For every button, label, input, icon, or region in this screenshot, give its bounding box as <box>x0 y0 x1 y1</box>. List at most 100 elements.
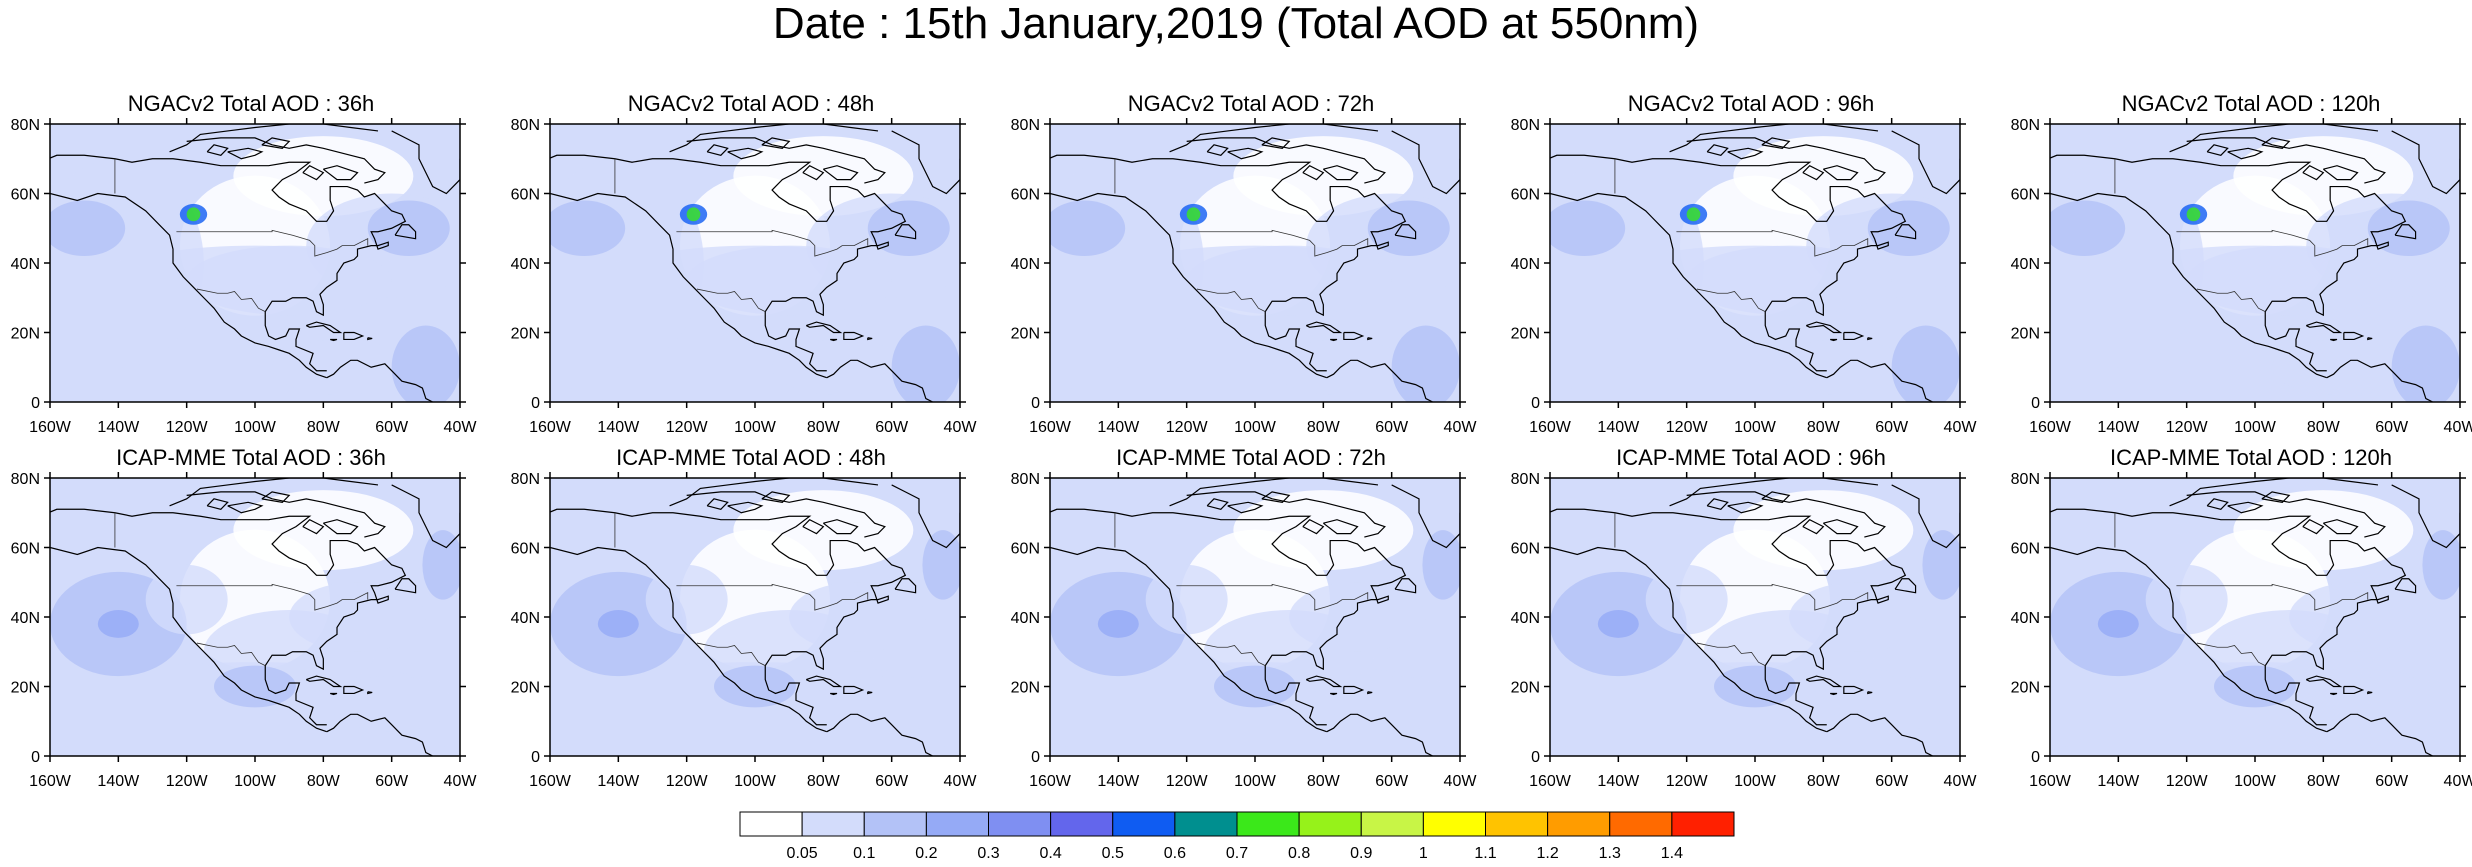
coastline <box>891 484 960 549</box>
aod-blob <box>1367 200 1450 257</box>
x-tick-label: 80W <box>1807 419 1841 436</box>
map-panel: NGACv2 Total AOD : 36h 160W 140W 120W 100W 80… <box>8 92 488 442</box>
coastline <box>2305 675 2343 688</box>
aod-blob <box>2186 207 2201 222</box>
x-tick-label: 140W <box>1097 773 1140 790</box>
x-tick-label: 160W <box>2029 773 2072 790</box>
coastline <box>1305 321 1343 334</box>
colorbar-label: 0.1 <box>853 845 875 862</box>
coastline <box>391 484 460 549</box>
coastline <box>2343 331 2365 341</box>
aod-blob <box>50 200 126 257</box>
coastline <box>2186 491 2386 538</box>
aod-blob <box>2214 665 2296 708</box>
colorbar-box <box>1174 811 1238 837</box>
coastline <box>1891 484 1960 549</box>
coastline <box>50 192 327 379</box>
x-tick-label: 80W <box>807 773 841 790</box>
coastline <box>1186 491 1386 538</box>
x-tick-label: 40W <box>1444 773 1478 790</box>
panel-title: ICAP-MME Total AOD : 48h <box>616 445 886 470</box>
coastline <box>261 137 291 149</box>
aod-blob <box>1097 610 1139 638</box>
coastline <box>1343 685 1365 695</box>
political-border <box>2176 229 2369 257</box>
aod-blob <box>391 325 460 402</box>
coastline <box>302 164 325 181</box>
x-tick-label: 100W <box>2234 773 2277 790</box>
coastline <box>1822 519 1859 535</box>
coastline <box>1227 147 1264 160</box>
aod-blob <box>2050 200 2126 257</box>
aod-blob <box>186 207 201 222</box>
x-tick-label: 140W <box>97 773 140 790</box>
y-tick-label: 40N <box>11 256 40 273</box>
coastline <box>1261 491 1291 503</box>
coastline <box>2322 519 2359 535</box>
x-tick-label: 140W <box>1597 773 1640 790</box>
coastline <box>326 359 433 402</box>
coastline <box>1050 546 1327 733</box>
colorbar-box <box>925 811 989 837</box>
coastline <box>1302 164 1325 181</box>
coastline <box>1706 144 1729 156</box>
coastline <box>1706 498 1729 510</box>
aod-blob <box>1922 530 1960 600</box>
coastline <box>2050 508 2407 726</box>
coastline <box>343 685 365 695</box>
coastline <box>1169 124 1379 153</box>
panel-title: ICAP-MME Total AOD : 36h <box>116 445 386 470</box>
coastline <box>1805 675 1843 688</box>
y-tick-label: 40N <box>1511 610 1540 627</box>
colorbar-box <box>1547 811 1611 837</box>
coastline <box>1050 192 1327 379</box>
coastline <box>2302 164 2325 181</box>
y-tick-label: 40N <box>1011 610 1040 627</box>
coastline <box>305 321 343 334</box>
aod-blob <box>367 200 450 257</box>
y-tick-label: 20N <box>511 680 540 697</box>
aod-blob <box>330 676 454 732</box>
coastline <box>2206 498 2229 510</box>
coastline <box>1550 508 1907 726</box>
y-tick-label: 0 <box>31 395 40 412</box>
coastline <box>2050 154 2407 372</box>
coastline <box>1329 692 1338 696</box>
map-panel: ICAP-MME Total AOD : 96h 160W 140W 120W 100W… <box>1508 446 1988 796</box>
x-tick-label: 60W <box>1375 419 1409 436</box>
aod-blob <box>1686 207 1701 222</box>
y-tick-label: 40N <box>2011 256 2040 273</box>
colorbar-box <box>1298 811 1362 837</box>
coastline <box>2227 147 2264 160</box>
coastline <box>1343 331 1365 341</box>
coastline <box>1326 713 1433 756</box>
aod-blob <box>2050 158 2204 368</box>
coastline <box>2050 192 2327 379</box>
political-border <box>196 288 266 313</box>
colorbar-box <box>988 811 1052 837</box>
x-tick-label: 100W <box>234 773 277 790</box>
coastline <box>206 144 229 156</box>
coastline <box>867 691 873 695</box>
aod-blob <box>1867 200 1950 257</box>
coastline <box>822 165 859 181</box>
colorbar-box <box>1671 811 1735 837</box>
x-tick-label: 60W <box>2375 773 2409 790</box>
colorbar-box <box>801 811 865 837</box>
coastline <box>1761 491 1791 503</box>
x-tick-label: 160W <box>1029 419 1072 436</box>
colorbar-box <box>1609 811 1673 837</box>
map-panel: ICAP-MME Total AOD : 72h 160W 140W 120W 100W… <box>1008 446 1488 796</box>
y-tick-label: 0 <box>31 749 40 766</box>
coastline <box>1050 154 1407 372</box>
aod-blob <box>2145 564 2228 635</box>
coastline <box>329 692 338 696</box>
coastline <box>669 478 879 507</box>
coastline <box>1727 147 1764 160</box>
aod-blob <box>714 665 796 708</box>
x-tick-label: 120W <box>166 773 209 790</box>
aod-blob <box>686 245 892 316</box>
x-tick-label: 80W <box>1307 773 1341 790</box>
x-tick-label: 160W <box>529 773 572 790</box>
y-tick-label: 0 <box>2031 395 2040 412</box>
